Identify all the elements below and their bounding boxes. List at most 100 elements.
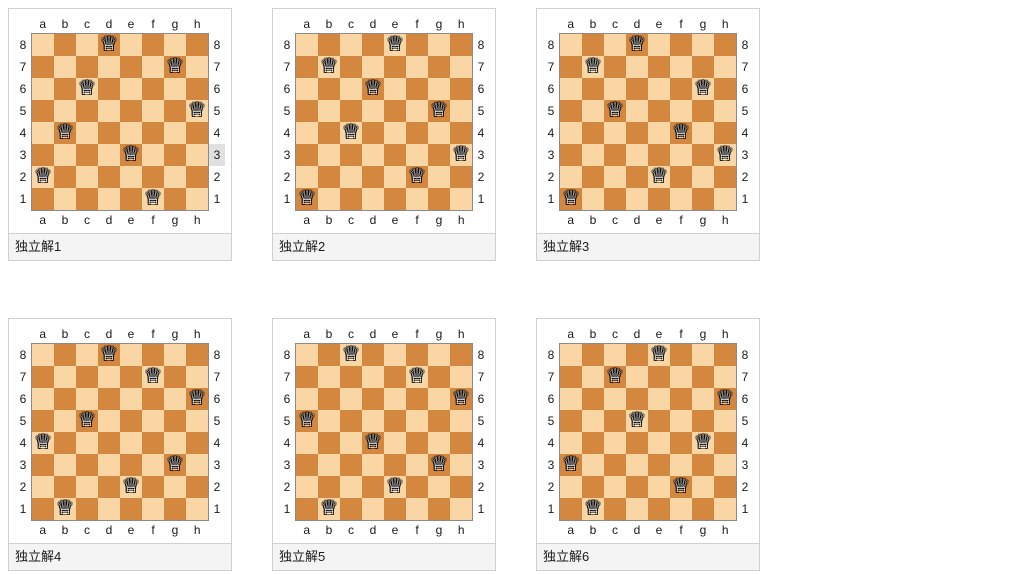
square-h3[interactable] xyxy=(714,454,737,476)
square-h4[interactable] xyxy=(450,122,473,144)
square-g7[interactable] xyxy=(692,56,714,78)
square-e8[interactable]: ♕ xyxy=(648,343,670,366)
square-f7[interactable] xyxy=(142,56,164,78)
square-g5[interactable] xyxy=(164,100,186,122)
square-f3[interactable] xyxy=(406,454,428,476)
square-e2[interactable]: ♕ xyxy=(648,166,670,188)
square-e1[interactable] xyxy=(120,498,142,521)
square-f2[interactable] xyxy=(670,166,692,188)
square-h8[interactable] xyxy=(450,33,473,56)
square-b8[interactable] xyxy=(54,33,76,56)
square-h1[interactable] xyxy=(186,498,209,521)
square-g6[interactable] xyxy=(428,388,450,410)
square-a8[interactable] xyxy=(31,343,54,366)
chessboard[interactable]: a b c d e f g h 8 ♕ 8 7 ♕ 7 6 ♕ 6 5 ♕ 5 4 ♕ 4 3 ♕ 3 2 ♕ 2 1 ♕ 1 a b c d e f g h xyxy=(279,15,489,229)
square-g2[interactable] xyxy=(692,476,714,498)
square-e2[interactable] xyxy=(120,166,142,188)
square-a5[interactable]: ♕ xyxy=(295,410,318,432)
square-c7[interactable] xyxy=(76,56,98,78)
square-c4[interactable] xyxy=(604,432,626,454)
square-g4[interactable] xyxy=(164,122,186,144)
square-e8[interactable] xyxy=(120,343,142,366)
square-a4[interactable] xyxy=(295,122,318,144)
square-c3[interactable] xyxy=(76,144,98,166)
square-d4[interactable] xyxy=(626,122,648,144)
square-d6[interactable] xyxy=(626,388,648,410)
square-b4[interactable] xyxy=(54,432,76,454)
square-d1[interactable] xyxy=(626,498,648,521)
square-d7[interactable] xyxy=(626,56,648,78)
square-h7[interactable] xyxy=(450,56,473,78)
square-b6[interactable] xyxy=(54,78,76,100)
square-d3[interactable] xyxy=(98,454,120,476)
square-h4[interactable] xyxy=(186,122,209,144)
square-h1[interactable] xyxy=(714,188,737,211)
square-f6[interactable] xyxy=(670,388,692,410)
square-c6[interactable] xyxy=(76,388,98,410)
square-h8[interactable] xyxy=(714,343,737,366)
square-e4[interactable] xyxy=(384,432,406,454)
square-h2[interactable] xyxy=(714,476,737,498)
square-g1[interactable] xyxy=(164,498,186,521)
square-b7[interactable] xyxy=(54,366,76,388)
square-d4[interactable]: ♕ xyxy=(362,432,384,454)
square-b4[interactable] xyxy=(582,122,604,144)
square-c1[interactable] xyxy=(604,498,626,521)
square-d5[interactable] xyxy=(362,410,384,432)
square-a5[interactable] xyxy=(295,100,318,122)
square-g1[interactable] xyxy=(164,188,186,211)
square-a1[interactable] xyxy=(295,498,318,521)
square-a2[interactable] xyxy=(31,476,54,498)
square-f6[interactable] xyxy=(670,78,692,100)
square-e3[interactable] xyxy=(648,144,670,166)
square-a4[interactable] xyxy=(31,122,54,144)
square-g7[interactable] xyxy=(692,366,714,388)
chessboard[interactable]: a b c d e f g h 8 ♕ 8 7 ♕ 7 6 ♕ 6 5 ♕ 5 4 ♕ 4 3 ♕ 3 2 ♕ 2 1 ♕ 1 a b c d e f g h xyxy=(543,325,753,539)
square-b1[interactable]: ♕ xyxy=(582,498,604,521)
square-a7[interactable] xyxy=(559,56,582,78)
square-a5[interactable] xyxy=(559,100,582,122)
square-g7[interactable] xyxy=(428,56,450,78)
square-c2[interactable] xyxy=(604,166,626,188)
square-e1[interactable] xyxy=(648,188,670,211)
square-h6[interactable] xyxy=(186,78,209,100)
square-b1[interactable]: ♕ xyxy=(318,498,340,521)
square-a2[interactable]: ♕ xyxy=(31,166,54,188)
square-c8[interactable] xyxy=(604,33,626,56)
square-f6[interactable] xyxy=(142,78,164,100)
square-e6[interactable] xyxy=(384,78,406,100)
square-d5[interactable]: ♕ xyxy=(626,410,648,432)
square-h6[interactable] xyxy=(714,78,737,100)
square-e7[interactable] xyxy=(648,56,670,78)
square-b5[interactable] xyxy=(582,100,604,122)
square-f1[interactable] xyxy=(670,188,692,211)
square-h8[interactable] xyxy=(186,33,209,56)
square-a4[interactable]: ♕ xyxy=(31,432,54,454)
square-b2[interactable] xyxy=(318,166,340,188)
square-c5[interactable] xyxy=(76,100,98,122)
square-h1[interactable] xyxy=(450,188,473,211)
square-d2[interactable] xyxy=(98,476,120,498)
square-b3[interactable] xyxy=(318,454,340,476)
square-d2[interactable] xyxy=(626,476,648,498)
square-e3[interactable] xyxy=(120,454,142,476)
square-f3[interactable] xyxy=(406,144,428,166)
square-f2[interactable]: ♕ xyxy=(406,166,428,188)
square-a4[interactable] xyxy=(559,432,582,454)
square-f1[interactable] xyxy=(406,188,428,211)
square-e4[interactable] xyxy=(120,122,142,144)
square-c1[interactable] xyxy=(76,498,98,521)
chessboard[interactable]: a b c d e f g h 8 ♕ 8 7 ♕ 7 6 ♕ 6 5 ♕ 5 4 ♕ 4 3 ♕ 3 2 ♕ 2 1 ♕ 1 a b c d e f g h xyxy=(15,325,225,539)
square-g4[interactable] xyxy=(428,432,450,454)
square-c5[interactable] xyxy=(340,410,362,432)
square-g7[interactable] xyxy=(164,366,186,388)
square-h7[interactable] xyxy=(186,366,209,388)
square-d5[interactable] xyxy=(362,100,384,122)
square-f1[interactable]: ♕ xyxy=(142,188,164,211)
square-b3[interactable] xyxy=(54,144,76,166)
chessboard[interactable]: a b c d e f g h 8 ♕ 8 7 ♕ 7 6 ♕ 6 5 ♕ 5 4 ♕ 4 3 ♕ 3 2 ♕ 2 1 ♕ 1 a b c d e f g h xyxy=(15,15,225,229)
square-a5[interactable] xyxy=(31,410,54,432)
square-c7[interactable] xyxy=(340,366,362,388)
square-c2[interactable] xyxy=(604,476,626,498)
square-f8[interactable] xyxy=(406,343,428,366)
